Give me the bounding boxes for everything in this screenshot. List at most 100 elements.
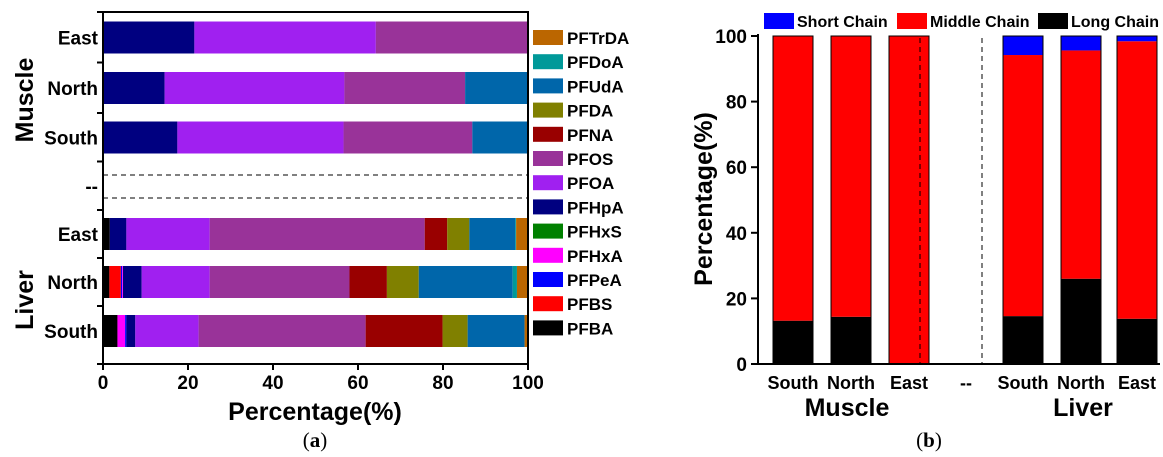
bar-segment-liver-north-pfuda [418,266,513,298]
x-category-label: East [890,373,928,393]
category-label: North [47,273,98,294]
legend-swatch-pfda [533,102,563,118]
chart-a-group-label-liver: Liver [11,270,39,330]
y-tick-label: 20 [726,289,747,310]
category-label: South [44,322,98,343]
bar-segment-liver-south-pfos [198,315,366,347]
bar-segment-liver-south-pfoa [135,315,199,347]
legend-swatch-pftrda [533,30,563,45]
x-tick-label: 80 [432,373,453,394]
bar-segment-north-1-long-chain [831,316,871,364]
y-tick-label: 100 [715,27,747,48]
bar-segment-south-0-middle-chain [773,36,813,321]
chart-a-plot-frame [102,11,529,365]
chart-a-x-axis-title: Percentage(%) [228,398,402,426]
bar-segment-liver-north-pfhpa [122,266,142,298]
bar-segment-south-0-long-chain [773,320,813,364]
bar-segment-liver-east-pfuda [469,218,516,250]
bar-segment-liver-north-pfda [386,266,419,298]
legend-swatch-short-chain [764,13,794,29]
x-tick-label: 100 [512,373,544,394]
legend-label-long-chain: Long Chain [1071,14,1159,31]
bar-segment-muscle-east-pfoa [194,21,376,54]
legend-swatch-pfhpa [533,199,563,215]
legend-label-pfdoa: PFDoA [567,53,624,72]
bar-segment-muscle-north-pfuda [465,72,528,104]
bar-segment-north-5-short-chain [1061,36,1101,51]
bar-segment-muscle-south-pfhpa [103,121,178,154]
chart-a-group-label-muscle: Muscle [11,58,39,143]
bar-segment-liver-south-pfna [365,315,443,347]
bar-segment-liver-south-pfuda [467,315,525,347]
legend-swatch-pfos [533,151,563,166]
bar-segment-south-4-short-chain [1003,36,1043,56]
chart-a-legend: PFTrDA PFDoA PFUdA PFDA PFNA PFOS PFOA PFHpA PFH… [533,29,629,338]
bar-segment-liver-south-pftrda [524,315,528,347]
panel-label-a: (a) [303,428,328,452]
bar-segment-east-2-middle-chain [889,36,929,364]
legend-label-pfuda: PFUdA [567,77,624,96]
legend-label-pfos: PFOS [567,150,613,169]
bar-segment-south-4-middle-chain [1003,55,1043,317]
bar-segment-south-4-long-chain [1003,316,1043,364]
chart-b-group-label-muscle: Muscle [805,394,890,422]
legend-label-pfoa: PFOA [567,174,614,193]
bar-segment-liver-north-pfdoa [512,266,517,298]
category-label: North [47,79,98,100]
bar-segment-liver-north-pfba [103,266,110,298]
bar-segment-liver-south-pfhxa [117,315,126,347]
legend-label-pfhxs: PFHxS [567,223,622,242]
bar-segment-liver-north-pfbs [109,266,121,298]
legend-label-pftrda: PFTrDA [567,29,629,48]
legend-swatch-pfpea [533,272,563,287]
x-category-label: South [768,373,819,393]
chart-b: Short Chain Middle Chain Long Chain 0 20 40 6… [690,13,1160,422]
bar-segment-muscle-south-pfuda [472,121,528,154]
bar-segment-muscle-north-pfhpa [103,72,165,104]
bar-segment-liver-north-pftrda [516,266,528,298]
legend-swatch-pfdoa [533,54,563,70]
chart-a: 0 20 40 60 80 100 East North South -- East North So… [11,11,629,426]
bar-segment-east-6-short-chain [1117,36,1157,42]
legend-swatch-pfuda [533,78,563,94]
chart-b-group-label-liver: Liver [1053,394,1113,422]
category-label: -- [85,177,98,198]
legend-label-pfpea: PFPeA [567,271,622,290]
bar-segment-liver-north-pfhxa [122,266,123,298]
legend-swatch-pfna [533,126,563,142]
bar-segment-liver-east-pfos [209,218,425,250]
x-category-label: -- [960,373,972,393]
bar-segment-liver-north-pfoa [141,266,210,298]
x-tick-label: 20 [177,373,198,394]
legend-swatch-long-chain [1038,13,1068,29]
legend-label-pfna: PFNA [567,126,613,145]
legend-swatch-pfhxs [533,223,563,239]
chart-a-separator [103,174,528,199]
legend-swatch-pfhxa [533,247,563,263]
legend-label-pfba: PFBA [567,319,613,338]
bar-segment-liver-north-pfos [209,266,350,298]
bar-segment-liver-east-pfoa [126,218,210,250]
chart-b-legend: Short Chain Middle Chain Long Chain [764,13,1159,31]
chart-b-bars [772,35,1158,365]
legend-swatch-middle-chain [897,13,927,29]
y-tick-label: 0 [736,355,747,376]
chart-b-y-ticks: 0 20 40 60 80 100 [715,27,758,376]
bar-segment-liver-south-pfhpa [126,315,136,347]
bar-segment-north-1-middle-chain [831,36,871,317]
bar-segment-liver-east-pfdoa [515,218,517,250]
legend-swatch-pfba [533,320,563,336]
bar-segment-muscle-south-pfoa [177,121,344,154]
chart-b-x-ticks: South North East -- South North East [768,373,1157,393]
bar-segment-muscle-south-pfos [343,121,473,154]
legend-label-pfda: PFDA [567,102,613,121]
legend-label-short-chain: Short Chain [797,14,888,31]
category-label: East [58,29,99,50]
bar-segment-liver-north-pfpea [120,266,123,298]
bar-segment-north-5-middle-chain [1061,50,1101,279]
y-tick-label: 40 [726,224,747,245]
x-tick-label: 40 [262,373,283,394]
x-category-label: North [1057,373,1105,393]
bar-segment-east-6-long-chain [1117,318,1157,364]
